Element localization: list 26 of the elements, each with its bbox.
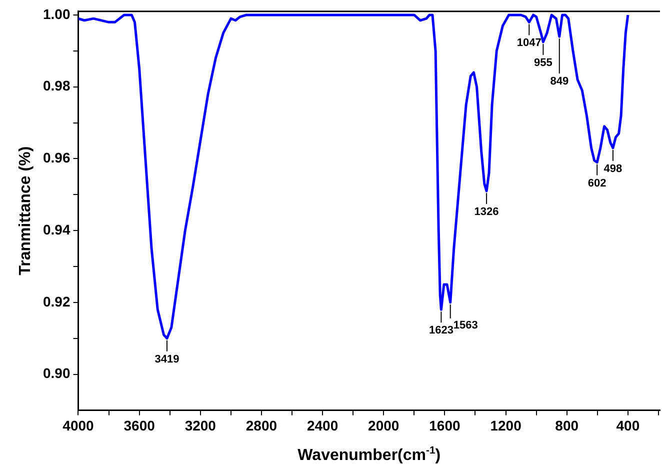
y-tick-label: 0.98 bbox=[43, 78, 70, 94]
annotation: 955 bbox=[534, 56, 552, 69]
annotation: 602 bbox=[588, 177, 606, 190]
annotation: 1047 bbox=[516, 37, 542, 50]
x-tick-label: 400 bbox=[616, 417, 640, 434]
x-tick-label: 2400 bbox=[306, 417, 338, 434]
x-tick-label: 1200 bbox=[490, 417, 522, 434]
x-tick-label: 4000 bbox=[62, 417, 94, 434]
annotation: 849 bbox=[550, 76, 569, 88]
annotation: 1563 bbox=[453, 319, 478, 332]
y-tick-label: 0.90 bbox=[43, 365, 70, 382]
y-tick-label: 0.92 bbox=[43, 293, 70, 310]
annotation: 1326 bbox=[474, 206, 499, 218]
x-tick-label: 800 bbox=[555, 417, 579, 434]
annotation: 3419 bbox=[154, 353, 180, 366]
annotation: 498 bbox=[604, 162, 622, 175]
y-tick-label: 0.96 bbox=[43, 150, 70, 166]
y-tick-label: 1.00 bbox=[43, 6, 70, 22]
x-tick-label: 3600 bbox=[124, 417, 156, 434]
x-tick-label: 2000 bbox=[368, 417, 400, 434]
annotation: 1623 bbox=[428, 324, 454, 337]
y-axis-title: Tranmittance (%) bbox=[17, 146, 34, 276]
x-tick-label: 3200 bbox=[184, 417, 216, 434]
x-tick-label: 1600 bbox=[429, 417, 460, 434]
x-tick-label: 2800 bbox=[246, 417, 278, 434]
y-tick-label: 0.94 bbox=[43, 221, 70, 238]
